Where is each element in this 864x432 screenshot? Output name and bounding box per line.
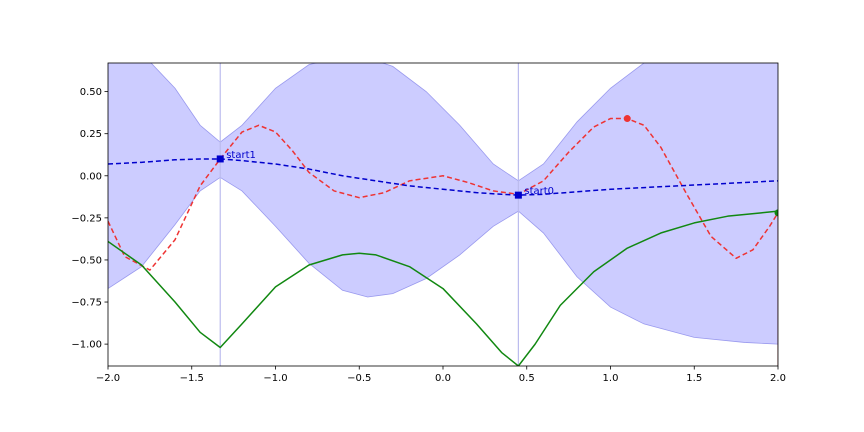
plot-area: start1 start0 [108,63,778,366]
x-tick-label: 1.0 [603,373,619,384]
x-tick-label: −1.5 [180,373,204,384]
x-tick-label: −1.0 [263,373,287,384]
y-tick-label: 0.25 [80,129,102,140]
series-line-acquisition [108,210,778,366]
target-max-point [623,115,631,123]
sample-label-start1: start1 [226,150,256,161]
y-tick-label: −0.50 [71,255,102,266]
x-tick-label: 2.0 [770,373,786,384]
axes: −2.0 −1.5 −1.0 −0.5 0.0 0.5 1.0 1.5 2.0 0.50 0.25 0… [71,87,786,384]
x-tick-label: −2.0 [96,373,120,384]
uncertainty-band [108,63,778,345]
y-tick-label: 0.00 [80,171,102,182]
y-tick-label: −0.75 [71,298,102,309]
y-tick-label: −1.00 [71,340,102,351]
x-tick-label: 0.0 [435,373,451,384]
x-tick-label: −0.5 [347,373,371,384]
sample-marker-start1 [216,155,224,163]
x-tick-label: 0.5 [519,373,535,384]
acquisition-point [774,209,778,217]
sample-marker-start0 [514,191,522,199]
sample-label-start0: start0 [524,186,554,197]
series-line-mean [108,158,778,196]
y-tick-label: −0.25 [71,213,102,224]
y-tick-label: 0.50 [80,87,102,98]
x-tick-label: 1.5 [686,373,702,384]
